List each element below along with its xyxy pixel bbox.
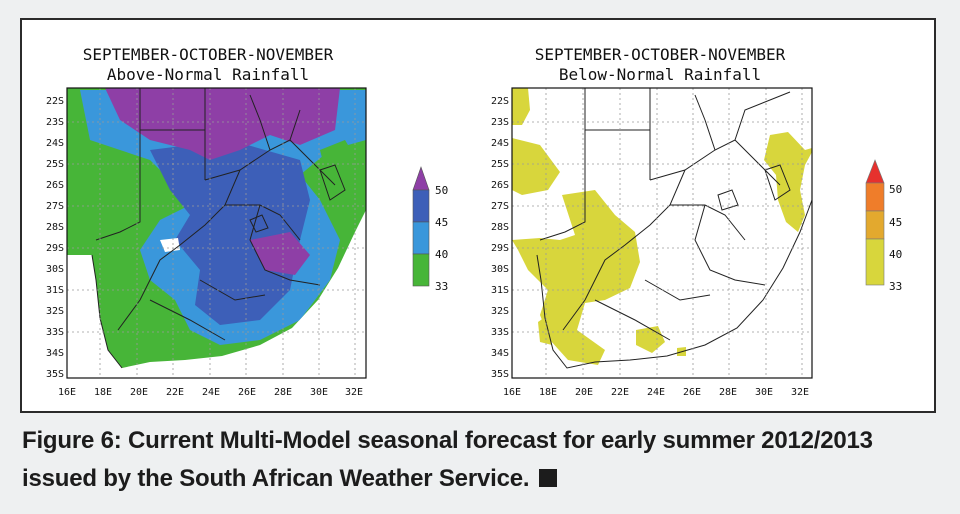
lon-label: 26E — [238, 387, 256, 398]
lat-label: 32S — [46, 306, 64, 317]
legend-right-swatch-33-40 — [865, 238, 885, 286]
lon-label: 18E — [539, 387, 557, 398]
caption-line-2: issued by the South African Weather Serv… — [22, 460, 942, 498]
lat-label: 27S — [46, 201, 64, 212]
lon-label: 22E — [611, 387, 629, 398]
map-right-frame — [511, 87, 813, 379]
legend-tick: 45 — [435, 216, 448, 229]
map-left-lat-labels: 22S 23S 24S 25S 26S 27S 28S 29S 30S 31S … — [46, 96, 64, 380]
lon-label: 20E — [130, 387, 148, 398]
lon-label: 32E — [791, 387, 809, 398]
panel-below-normal: SEPTEMBER-OCTOBER-NOVEMBER Below-Normal … — [491, 45, 902, 398]
lat-label: 26S — [46, 180, 64, 191]
legend-below-normal: 50 45 40 33 — [865, 159, 902, 293]
lat-label: 30S — [46, 264, 64, 275]
end-of-article-square-icon — [539, 469, 558, 487]
caption-line-2-text: issued by the South African Weather Serv… — [22, 465, 530, 492]
legend-above-normal: 50 45 40 33 — [412, 166, 448, 293]
lat-label: 26S — [491, 180, 509, 191]
caption-line-1: Figure 6: Current Multi-Model seasonal f… — [22, 427, 873, 454]
lat-label: 29S — [491, 243, 509, 254]
lat-label: 31S — [491, 285, 509, 296]
lat-label: 22S — [46, 96, 64, 107]
lat-label: 35S — [46, 369, 64, 380]
lat-label: 31S — [46, 285, 64, 296]
map-right-lon-labels: 16E 18E 20E 22E 24E 26E 28E 30E 32E — [503, 387, 809, 398]
legend-right-swatch-40-45 — [865, 210, 885, 240]
lat-label: 23S — [46, 117, 64, 128]
lon-label: 28E — [719, 387, 737, 398]
lon-label: 32E — [345, 387, 363, 398]
lon-label: 30E — [755, 387, 773, 398]
panel-right-title-line2: Below-Normal Rainfall — [559, 65, 761, 84]
lat-label: 32S — [491, 306, 509, 317]
lon-label: 20E — [575, 387, 593, 398]
lat-label: 28S — [491, 222, 509, 233]
panel-left-title-line2: Above-Normal Rainfall — [107, 65, 309, 84]
map-left-frame — [66, 87, 367, 379]
lat-label: 30S — [491, 264, 509, 275]
legend-right-ticks: 50 45 40 33 — [889, 183, 902, 293]
legend-tick: 40 — [435, 248, 448, 261]
map-left-grid — [67, 88, 366, 378]
lat-label: 24S — [46, 138, 64, 149]
lat-label: 23S — [491, 117, 509, 128]
legend-tick: 50 — [889, 183, 902, 196]
panel-right-title-line1: SEPTEMBER-OCTOBER-NOVEMBER — [535, 45, 786, 64]
lon-label: 16E — [58, 387, 76, 398]
map-right-borders — [536, 88, 812, 369]
panel-above-normal: SEPTEMBER-OCTOBER-NOVEMBER Above-Normal … — [46, 45, 448, 398]
lat-label: 25S — [46, 159, 64, 170]
map-below-normal — [511, 87, 813, 379]
map-right-lat-labels: 22S 23S 24S 25S 26S 27S 28S 29S 30S 31S … — [491, 96, 509, 380]
lon-label: 30E — [310, 387, 328, 398]
legend-tick: 33 — [435, 280, 448, 293]
lat-label: 35S — [491, 369, 509, 380]
legend-left-top-triangle — [412, 166, 430, 191]
lat-label: 33S — [491, 327, 509, 338]
lat-label: 34S — [46, 348, 64, 359]
legend-left-swatch-40-45 — [412, 221, 430, 255]
map-left-borders — [91, 88, 346, 369]
lon-label: 16E — [503, 387, 521, 398]
legend-left-swatch-33-40 — [412, 253, 430, 287]
lat-label: 33S — [46, 327, 64, 338]
legend-left-ticks: 50 45 40 33 — [435, 184, 448, 293]
lon-label: 26E — [683, 387, 701, 398]
legend-right-top-triangle — [865, 159, 885, 184]
legend-tick: 40 — [889, 248, 902, 261]
lon-label: 24E — [647, 387, 665, 398]
legend-left-swatch-45-50 — [412, 189, 430, 223]
legend-tick: 33 — [889, 280, 902, 293]
lat-label: 22S — [491, 96, 509, 107]
lat-label: 25S — [491, 159, 509, 170]
lat-label: 24S — [491, 138, 509, 149]
figure-caption: Figure 6: Current Multi-Model seasonal f… — [22, 422, 942, 498]
legend-tick: 45 — [889, 216, 902, 229]
lat-label: 29S — [46, 243, 64, 254]
lat-label: 34S — [491, 348, 509, 359]
map-right-grid — [512, 88, 812, 378]
map-left-lon-labels: 16E 18E 20E 22E 24E 26E 28E 30E 32E — [58, 387, 363, 398]
lon-label: 18E — [94, 387, 112, 398]
lon-label: 22E — [166, 387, 184, 398]
lat-label: 27S — [491, 201, 509, 212]
lon-label: 24E — [202, 387, 220, 398]
lon-label: 28E — [274, 387, 292, 398]
legend-tick: 50 — [435, 184, 448, 197]
legend-right-swatch-45-50 — [865, 182, 885, 212]
panel-left-title-line1: SEPTEMBER-OCTOBER-NOVEMBER — [83, 45, 334, 64]
map-above-normal — [66, 87, 367, 379]
lat-label: 28S — [46, 222, 64, 233]
forecast-maps: SEPTEMBER-OCTOBER-NOVEMBER Above-Normal … — [46, 45, 902, 398]
